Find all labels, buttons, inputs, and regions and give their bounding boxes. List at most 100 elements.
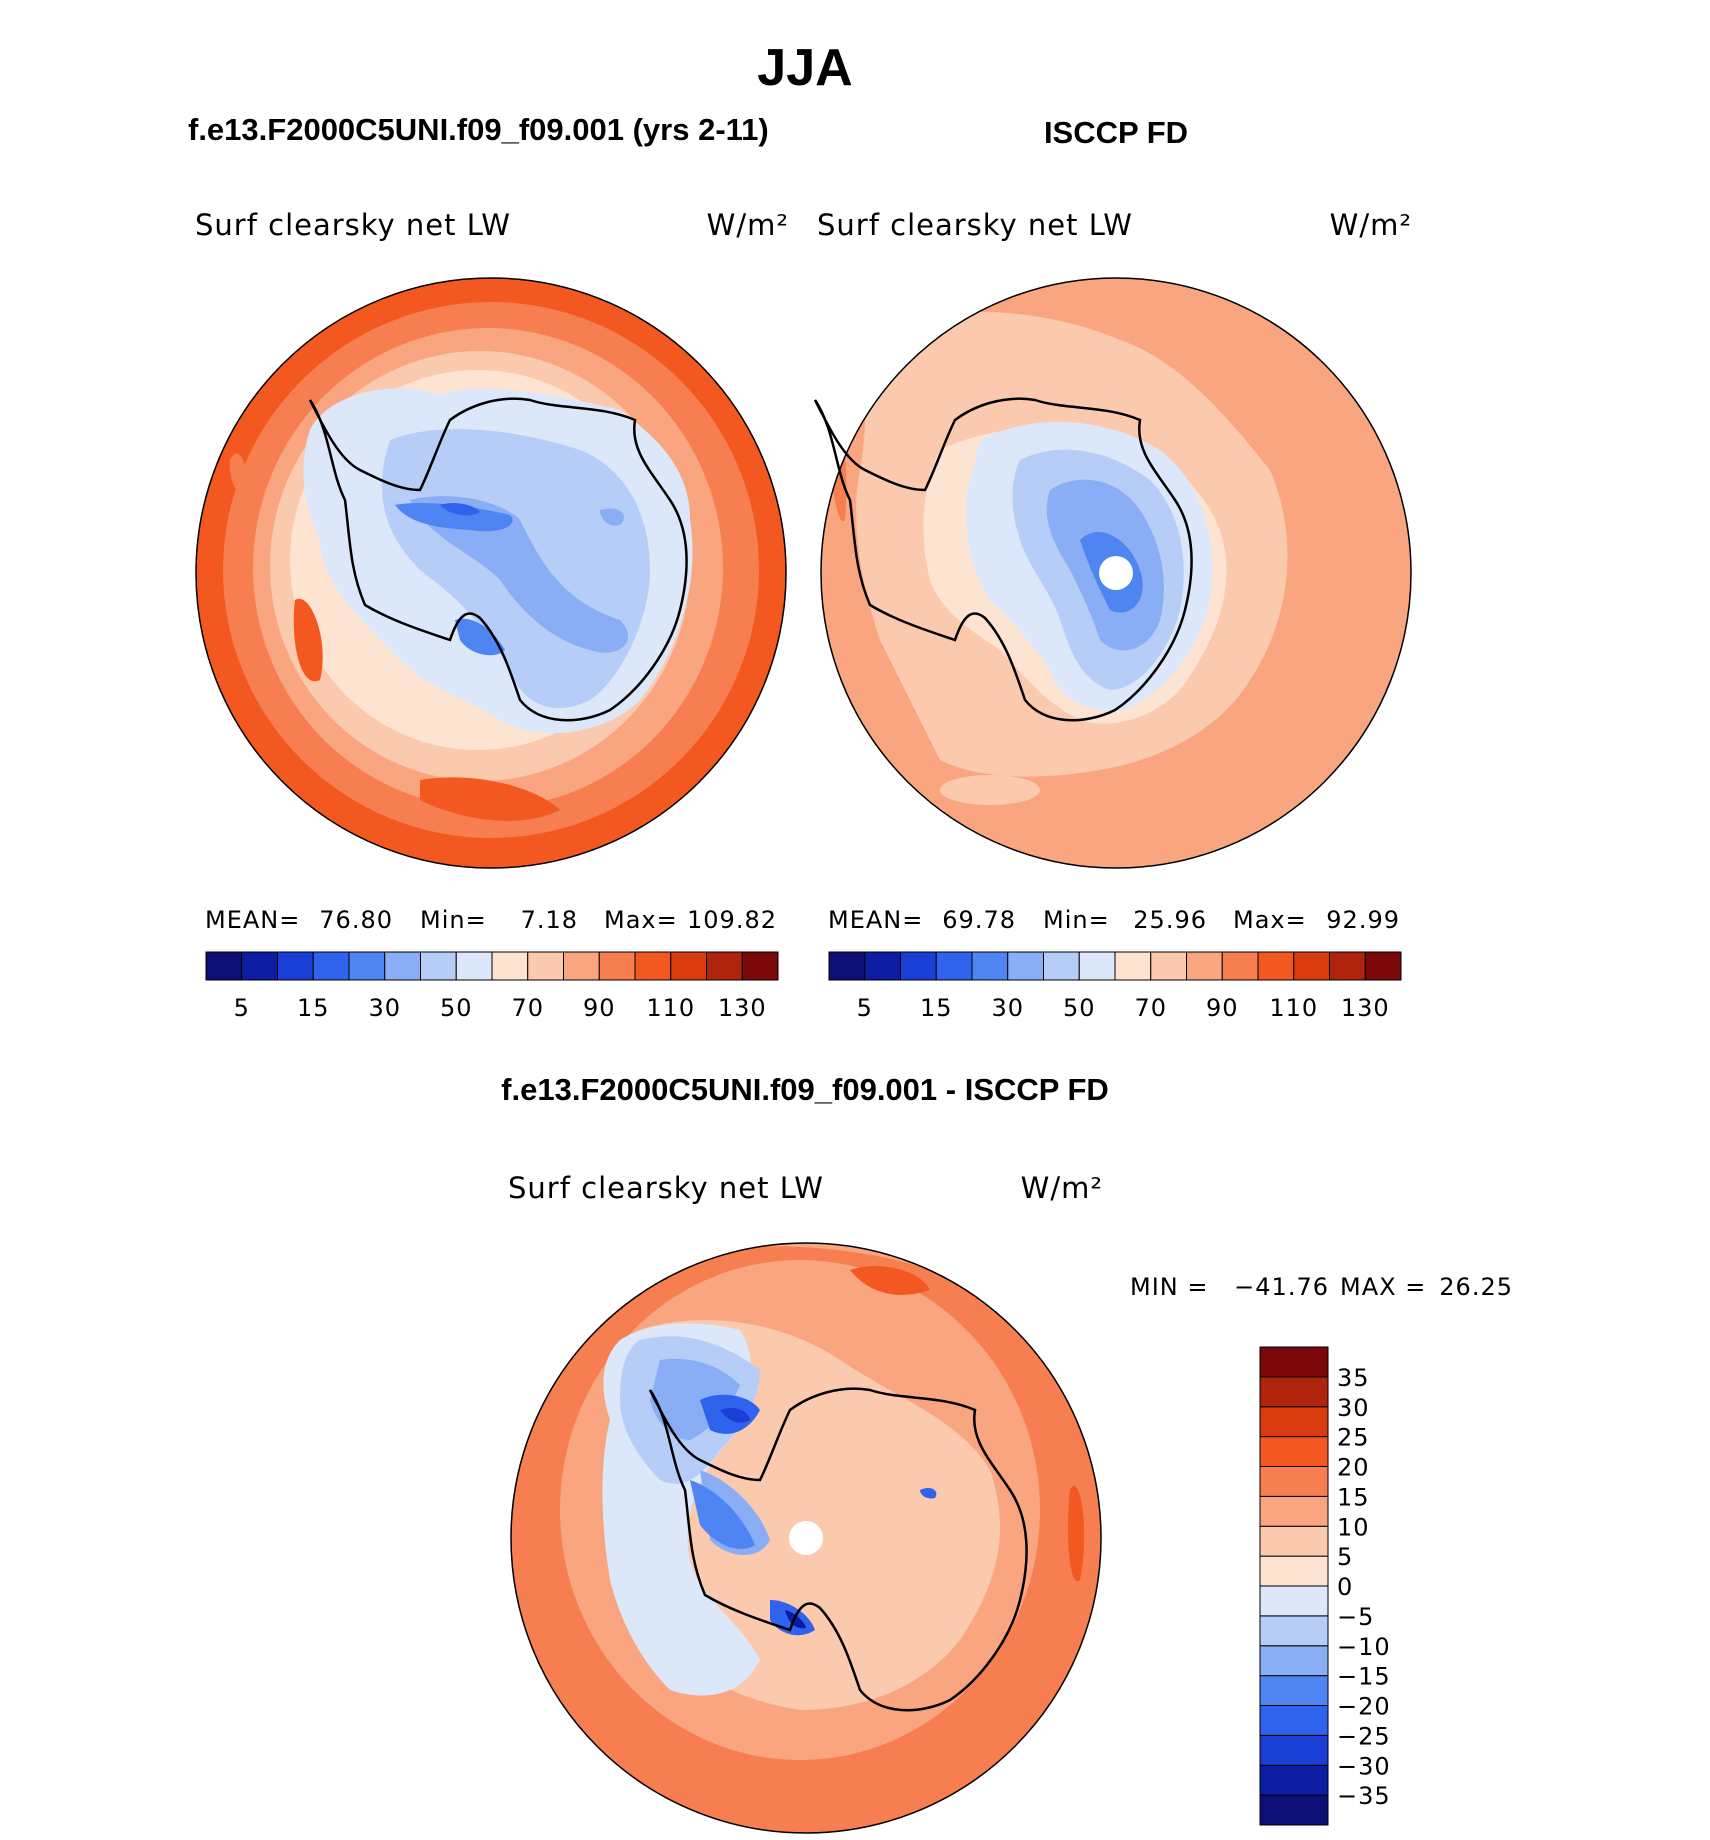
difference-colorbar-tick-label: −5: [1337, 1603, 1374, 1631]
difference-max-value: 26.25: [1439, 1273, 1513, 1301]
obs-max-label: Max=: [1233, 906, 1307, 934]
obs-map-title: Surf clearsky net LW: [817, 208, 1133, 242]
model-colorbar-bin: [420, 951, 457, 981]
model-colorbar-bin: [706, 951, 743, 981]
difference-colorbar-bin: [1259, 1734, 1329, 1766]
obs-colorbar-bin: [900, 951, 937, 981]
model-max-label: Max=: [604, 906, 678, 934]
difference-colorbar-bin: [1259, 1466, 1329, 1497]
obs-mean-value: 69.78: [942, 906, 1016, 934]
model-map-panel: Surf clearsky net LW W/m² MEAN= 76.80 Mi…: [195, 208, 789, 1022]
difference-colorbar-tick-label: 35: [1337, 1364, 1370, 1392]
difference-colorbar-tick-label: −15: [1337, 1663, 1391, 1691]
obs-min-label: Min=: [1043, 906, 1110, 934]
difference-map-panel: Surf clearsky net LW W/m² MIN = −41.76: [508, 1171, 1513, 1834]
obs-colorbar-bin: [1221, 951, 1259, 981]
obs-colorbar-bin: [1078, 951, 1116, 981]
difference-colorbar-bin: [1259, 1436, 1329, 1467]
model-colorbar-bin: [277, 951, 314, 981]
difference-map-stats: MIN = −41.76 MAX = 26.25: [1130, 1273, 1513, 1301]
model-colorbar-bin: [670, 951, 707, 981]
model-antarctica-coastline: [308, 397, 688, 722]
model-colorbar-bin: [348, 951, 386, 981]
difference-colorbar-tick-label: 10: [1337, 1513, 1370, 1541]
model-min-label: Min=: [420, 906, 487, 934]
model-colorbar-bin: [741, 951, 779, 981]
main-title: JJA: [757, 39, 852, 97]
difference-map-title: Surf clearsky net LW: [508, 1171, 824, 1205]
model-colorbar-bin: [491, 951, 529, 981]
difference-colorbar-bin: [1259, 1705, 1329, 1736]
difference-colorbar-bin: [1259, 1645, 1329, 1677]
obs-antarctica-coastline: [813, 397, 1193, 722]
difference-colorbar-bin: [1259, 1495, 1329, 1527]
difference-colorbar-tick-label: −25: [1337, 1722, 1391, 1750]
model-max-value: 109.82: [687, 906, 777, 934]
obs-colorbar-bin: [828, 951, 866, 981]
model-mean-label: MEAN=: [205, 906, 300, 934]
difference-antarctica-coastline: [648, 1387, 1028, 1712]
model-colorbar-tick-label: 50: [440, 994, 473, 1022]
model-colorbar-tick-label: 15: [297, 994, 330, 1022]
obs-colorbar-bin: [1150, 951, 1187, 981]
obs-mean-label: MEAN=: [828, 906, 923, 934]
bottom-panel-header: f.e13.F2000C5UNI.f09_f09.001 - ISCCP FD: [501, 1072, 1109, 1107]
difference-min-value: −41.76: [1234, 1273, 1329, 1301]
obs-colorbar-bin: [1257, 951, 1295, 981]
obs-colorbar-tick-label: 130: [1341, 994, 1390, 1022]
difference-colorbar-bin: [1259, 1794, 1329, 1826]
model-colorbar-bin: [527, 951, 564, 981]
obs-min-value: 25.96: [1133, 906, 1207, 934]
obs-map-stats: MEAN= 69.78 Min= 25.96 Max= 92.99: [828, 906, 1399, 934]
obs-colorbar-bin: [1329, 951, 1366, 981]
difference-colorbar-tick-label: 20: [1337, 1454, 1370, 1482]
difference-colorbar-tick-label: 25: [1337, 1424, 1370, 1452]
model-map-field: [196, 278, 786, 868]
model-colorbar-bin: [634, 951, 672, 981]
obs-colorbar-bin: [1007, 951, 1044, 981]
difference-colorbar-bin: [1259, 1675, 1329, 1706]
difference-colorbar-bin: [1259, 1764, 1329, 1796]
model-colorbar: 5 15 30 50 70 90 110 130: [205, 951, 779, 1022]
model-colorbar-bin: [241, 951, 278, 981]
model-min-value: 7.18: [521, 906, 578, 934]
obs-missing-data-pole: [1099, 556, 1133, 590]
difference-max-label: MAX =: [1340, 1273, 1426, 1301]
model-colorbar-bin: [563, 951, 600, 981]
difference-colorbar-tick-label: −10: [1337, 1633, 1391, 1661]
obs-colorbar: 5 15 30 50 70 90 110 130: [828, 951, 1402, 1022]
obs-colorbar-bin: [1186, 951, 1223, 981]
difference-colorbar-tick-label: −20: [1337, 1693, 1391, 1721]
difference-colorbar-bin: [1259, 1346, 1329, 1378]
difference-colorbar-bin: [1259, 1585, 1329, 1617]
obs-colorbar-bin: [1043, 951, 1080, 981]
model-map-boundary: [195, 277, 787, 869]
obs-map-units: W/m²: [1330, 208, 1412, 242]
model-map-units: W/m²: [707, 208, 789, 242]
model-colorbar-tick-label: 90: [583, 994, 616, 1022]
difference-map-units: W/m²: [1021, 1171, 1103, 1205]
difference-colorbar-bin: [1259, 1615, 1329, 1647]
obs-colorbar-tick-label: 5: [857, 994, 873, 1022]
model-colorbar-tick-label: 130: [718, 994, 767, 1022]
model-colorbar-bin: [312, 951, 350, 981]
difference-colorbar-bin: [1259, 1376, 1329, 1408]
model-colorbar-tick-label: 30: [368, 994, 401, 1022]
model-mean-value: 76.80: [319, 906, 393, 934]
model-colorbar-bin: [598, 951, 636, 981]
difference-colorbar-bin: [1259, 1406, 1329, 1438]
model-colorbar-tick-label: 5: [234, 994, 250, 1022]
model-colorbar-bin: [205, 951, 243, 981]
obs-map-panel: Surf clearsky net LW W/m² MEAN= 69.78 Mi…: [813, 208, 1412, 1022]
left-panel-header: f.e13.F2000C5UNI.f09_f09.001 (yrs 2-11): [188, 112, 769, 147]
obs-colorbar-bin: [935, 951, 973, 981]
obs-colorbar-bin: [1293, 951, 1330, 981]
obs-colorbar-bin: [864, 951, 901, 981]
obs-map-boundary: [820, 277, 1412, 869]
difference-colorbar-tick-label: 0: [1337, 1573, 1353, 1601]
difference-missing-data-pole: [789, 1521, 823, 1555]
difference-colorbar-tick-label: −35: [1337, 1782, 1391, 1810]
difference-colorbar-tick-label: 30: [1337, 1394, 1370, 1422]
